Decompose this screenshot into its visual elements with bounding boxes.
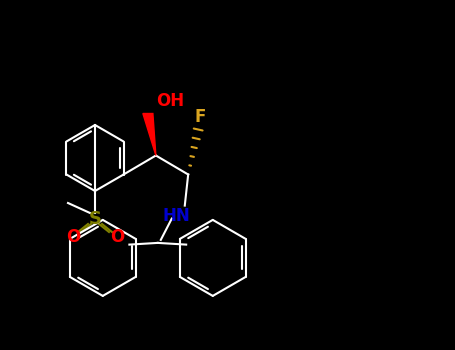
Text: O: O — [110, 228, 124, 246]
Text: S: S — [89, 210, 101, 228]
Polygon shape — [143, 113, 156, 155]
Text: O: O — [66, 228, 80, 246]
Text: F: F — [194, 108, 206, 126]
Text: HN: HN — [163, 206, 191, 225]
Text: OH: OH — [156, 91, 184, 110]
